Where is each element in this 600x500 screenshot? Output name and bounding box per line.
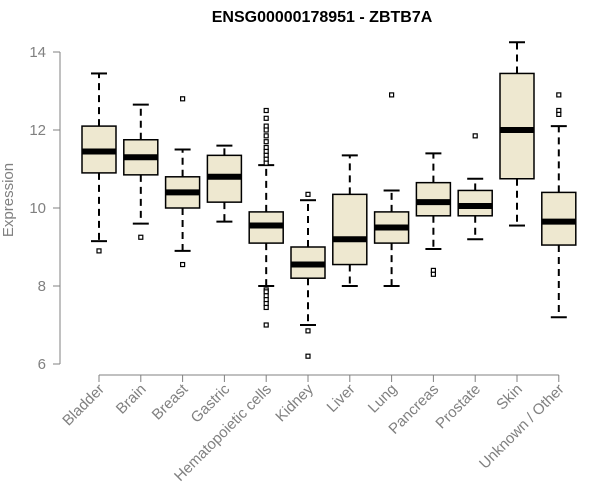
outlier-point — [138, 234, 144, 240]
box-group — [290, 191, 326, 359]
outlier-point — [263, 322, 269, 328]
x-category-label: Prostate — [432, 381, 484, 433]
y-tick-label: 6 — [38, 356, 46, 373]
outlier-point — [263, 304, 269, 311]
outlier-point — [263, 139, 269, 145]
box-group — [81, 72, 117, 254]
y-tick-label: 10 — [29, 200, 46, 217]
box-group — [499, 41, 535, 227]
y-tick-label: 8 — [38, 278, 46, 295]
box-iqr — [332, 193, 368, 266]
chart-title: ENSG00000178951 - ZBTB7A — [212, 9, 433, 26]
x-category-label: Lung — [365, 381, 401, 417]
outlier-point — [96, 248, 102, 254]
outlier-point — [305, 353, 311, 359]
outlier-point — [180, 261, 186, 268]
outlier-point — [263, 107, 269, 114]
box-group — [123, 103, 159, 240]
outlier-point — [263, 115, 269, 121]
box-group — [206, 144, 243, 223]
plot-area — [81, 41, 577, 359]
outlier-point — [556, 111, 562, 118]
y-tick-label: 12 — [29, 122, 46, 139]
y-axis-title: Expression — [0, 163, 17, 237]
outlier-point — [556, 92, 562, 98]
outlier-point — [263, 127, 269, 133]
box-iqr — [499, 72, 535, 180]
outlier-point — [263, 133, 269, 139]
box-group — [415, 152, 452, 277]
box-group — [164, 96, 201, 268]
outlier-point — [180, 96, 186, 102]
box-group — [541, 92, 577, 319]
x-category-label: Bladder — [59, 381, 108, 430]
x-category-label: Skin — [493, 381, 526, 414]
box-group — [373, 92, 410, 287]
outlier-point — [305, 328, 311, 334]
outlier-point — [472, 133, 478, 139]
box-group — [332, 154, 368, 287]
box-group — [457, 133, 493, 241]
y-tick-label: 14 — [29, 44, 46, 61]
outlier-point — [430, 271, 436, 277]
x-category-label: Breast — [149, 380, 192, 423]
outlier-point — [263, 160, 269, 166]
outlier-point — [305, 191, 311, 197]
x-category-label: Liver — [324, 381, 359, 416]
outlier-point — [389, 92, 395, 98]
y-axis: 6 8 10 12 14 — [29, 44, 61, 373]
x-category-label: Brain — [113, 381, 150, 418]
x-category-label: Kidney — [272, 380, 317, 425]
box-group — [248, 107, 284, 328]
